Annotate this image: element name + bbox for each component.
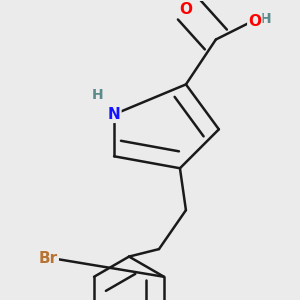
Text: O: O bbox=[179, 2, 192, 17]
Text: N: N bbox=[108, 107, 120, 122]
Text: H: H bbox=[260, 11, 271, 26]
Text: O: O bbox=[248, 14, 261, 29]
Text: Br: Br bbox=[39, 250, 58, 266]
Text: H: H bbox=[92, 88, 103, 102]
